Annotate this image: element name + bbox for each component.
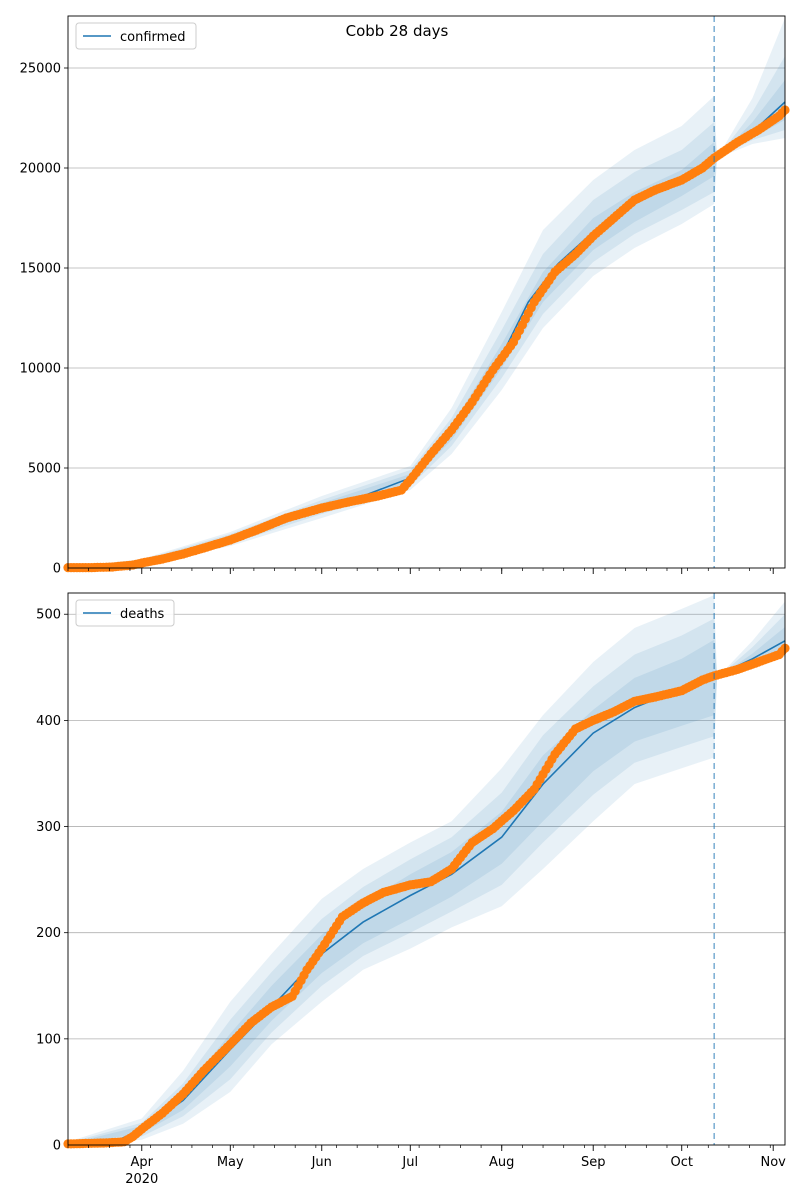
x-tick-label: Aug <box>489 1155 514 1170</box>
y-tick-label: 15000 <box>20 262 61 277</box>
y-tick-label: 0 <box>53 562 61 577</box>
y-tick-label: 5000 <box>28 462 61 477</box>
y-tick-label: 500 <box>36 608 61 623</box>
y-tick-label: 200 <box>36 926 61 941</box>
y-tick-label: 400 <box>36 714 61 729</box>
observed-series <box>63 643 790 1149</box>
x-tick-label: Oct <box>670 1155 692 1170</box>
x-tick-label: May <box>217 1155 244 1170</box>
x-tick-label: Apr <box>131 1155 154 1170</box>
legend: deaths <box>75 599 175 627</box>
figure-title: Cobb 28 days <box>346 22 449 40</box>
observed-series <box>63 105 790 573</box>
deaths-panel: 0 100 200 300 400 500 Apr 2020 May Jun Jul Aug Sep Oc… <box>36 592 790 1187</box>
axes-frame <box>67 15 786 569</box>
x-tick-label: Jun <box>311 1155 332 1170</box>
y-tick-label: 300 <box>36 820 61 835</box>
band-95 <box>68 595 785 1145</box>
y-tick-label: 100 <box>36 1032 61 1047</box>
legend: confirmed <box>75 22 197 50</box>
x-tick-label: Sep <box>581 1155 606 1170</box>
y-tick-label: 25000 <box>20 62 61 77</box>
x-tick-label: Nov <box>761 1155 787 1170</box>
band-95 <box>68 18 785 568</box>
legend-box <box>75 22 197 50</box>
y-tick-label: 0 <box>53 1139 61 1154</box>
confirmed-panel: 0 5000 10000 15000 20000 25000 confirmed <box>20 15 790 577</box>
legend-label: confirmed <box>120 30 186 45</box>
axes-frame <box>67 592 786 1146</box>
legend-label: deaths <box>120 607 165 622</box>
x-tick-label: Jul <box>401 1155 418 1170</box>
y-tick-label: 10000 <box>20 362 61 377</box>
y-tick-label: 20000 <box>20 162 61 177</box>
x-tick-sublabel: 2020 <box>125 1172 158 1187</box>
legend-box <box>75 599 175 627</box>
